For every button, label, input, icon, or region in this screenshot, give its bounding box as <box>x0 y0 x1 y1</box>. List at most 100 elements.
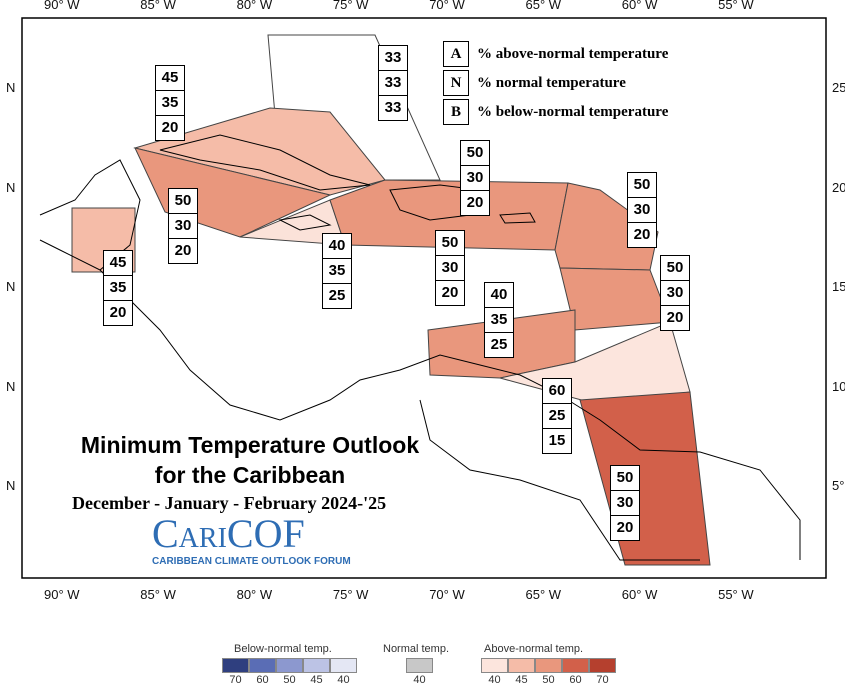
lon-label: 65° W <box>525 587 562 602</box>
probability-below: 15 <box>548 432 566 449</box>
key-row: A % above-normal temperature <box>443 41 668 67</box>
key-letter: N <box>443 70 469 96</box>
probability-below: 25 <box>490 336 508 353</box>
probability-normal: 35 <box>104 276 132 301</box>
probability-normal: 30 <box>661 281 689 306</box>
scale-label: Normal temp. <box>383 643 450 655</box>
lon-label: 70° W <box>429 587 465 602</box>
key-row: B % below-normal temperature <box>443 99 668 125</box>
lat-label: N <box>6 378 16 394</box>
lat-label: N <box>6 179 16 195</box>
scale-tick: 50 <box>542 674 555 686</box>
scale-tick: 45 <box>310 674 323 686</box>
probability-box: 40 35 25 <box>484 282 514 358</box>
probability-below: 20 <box>466 194 484 211</box>
probability-normal: 30 <box>611 491 639 516</box>
scale-swatch <box>330 658 357 673</box>
scale-tick: 40 <box>337 674 350 686</box>
probability-below: 20 <box>174 242 192 259</box>
lon-label: 70° W <box>429 0 465 12</box>
probability-above: 40 <box>485 283 513 308</box>
title-line: Minimum Temperature Outlook <box>80 432 420 458</box>
scale-swatch <box>222 658 249 673</box>
key-text: % above-normal temperature <box>477 46 669 62</box>
scale-tick: 40 <box>488 674 501 686</box>
lon-label: 80° W <box>236 0 273 12</box>
probability-above: 45 <box>156 66 184 91</box>
lat-label: 20 <box>832 179 845 195</box>
lon-label: 60° W <box>621 0 658 12</box>
lat-label: 25 <box>832 80 845 95</box>
lon-label: 75° W <box>332 0 369 12</box>
lat-label: 15 <box>832 279 845 294</box>
probability-normal: 30 <box>169 214 197 239</box>
lon-label: 75° W <box>332 587 369 602</box>
probability-above: 50 <box>461 141 489 166</box>
probability-box: 33 33 33 <box>378 45 408 121</box>
key-text: % below-normal temperature <box>477 104 669 120</box>
probability-normal: 33 <box>379 71 407 96</box>
scale-tick: 60 <box>256 674 269 686</box>
scale-tick: 60 <box>569 674 582 686</box>
lon-label: 85° W <box>140 0 176 12</box>
probability-box: 60 25 15 <box>542 378 572 454</box>
lat-label: 5° <box>832 478 845 493</box>
probability-above: 50 <box>661 256 689 281</box>
key-letter: B <box>443 99 469 125</box>
scale-swatch <box>589 658 616 673</box>
scale-swatch <box>276 658 303 673</box>
probability-above: 33 <box>379 46 407 71</box>
scale-tick: 40 <box>413 674 426 686</box>
scale-swatch <box>535 658 562 673</box>
lat-label: N <box>6 478 16 493</box>
probability-above: 45 <box>104 251 132 276</box>
probability-above: 50 <box>611 466 639 491</box>
lon-label: 60° W <box>621 587 658 602</box>
logo-subtitle: CARIBBEAN CLIMATE OUTLOOK FORUM <box>152 556 351 567</box>
scale-swatch <box>508 658 535 673</box>
scale-swatch <box>249 658 276 673</box>
probability-normal: 25 <box>543 404 571 429</box>
lon-label: 55° W <box>718 0 754 12</box>
scale-swatch <box>303 658 330 673</box>
probability-box: 45 35 20 <box>103 250 133 326</box>
regions <box>71 34 711 566</box>
probability-above: 50 <box>628 173 656 198</box>
period: December - January - February 2024-'25 <box>72 493 387 513</box>
probability-normal: 35 <box>485 308 513 333</box>
probability-below: 20 <box>109 304 127 321</box>
probability-normal: 30 <box>436 256 464 281</box>
probability-normal: 35 <box>323 259 351 284</box>
title-line: for the Caribbean <box>154 462 346 488</box>
key-row: N % normal temperature <box>443 70 626 96</box>
lon-label: 55° W <box>718 587 754 602</box>
lat-label: 10 <box>832 378 845 394</box>
probability-box: 50 30 20 <box>460 140 490 216</box>
lat-label: N <box>6 279 16 294</box>
probability-below: 20 <box>441 284 459 301</box>
probability-above: 50 <box>169 189 197 214</box>
probability-normal: 35 <box>156 91 184 116</box>
probability-box: 45 35 20 <box>155 65 185 141</box>
lon-label: 90° W <box>44 0 80 12</box>
lat-label: N <box>6 80 16 95</box>
lon-label: 85° W <box>140 587 176 602</box>
logo: CariCOF <box>152 511 305 556</box>
probability-box: 50 30 20 <box>627 172 657 248</box>
scale-label: Above-normal temp. <box>484 643 584 655</box>
probability-below: 20 <box>616 519 634 536</box>
probability-below: 20 <box>161 119 179 136</box>
probability-box: 50 30 20 <box>435 230 465 306</box>
coastlines <box>39 134 801 561</box>
probability-above: 40 <box>323 234 351 259</box>
probability-normal: 30 <box>628 198 656 223</box>
scale-swatch <box>481 658 508 673</box>
scale-label: Below-normal temp. <box>234 643 332 655</box>
scale-tick: 50 <box>283 674 296 686</box>
probability-box: 50 30 20 <box>610 465 640 541</box>
probability-above: 60 <box>543 379 571 404</box>
lon-label: 65° W <box>525 0 562 12</box>
scale-tick: 70 <box>596 674 609 686</box>
